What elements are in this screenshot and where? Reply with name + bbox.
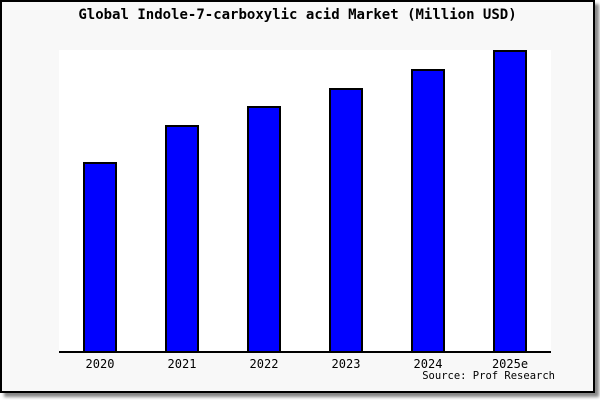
source-text: Source: Prof Research (422, 370, 555, 382)
bar-slot (469, 50, 551, 351)
x-tick-label-2023: 2023 (331, 357, 361, 371)
x-tick-label-2024: 2024 (413, 357, 443, 371)
chart-figure: Global Indole-7-carboxylic acid Market (… (0, 0, 595, 393)
plot-area (59, 50, 551, 353)
x-axis-labels: 2020 2021 2022 2023 2024 2025e (59, 357, 551, 371)
bar-slot (387, 50, 469, 351)
bar-2023 (329, 87, 363, 351)
x-tick-label-2022: 2022 (249, 357, 279, 371)
bar-2024 (411, 68, 445, 351)
chart-title: Global Indole-7-carboxylic acid Market (… (78, 7, 517, 23)
bar-slot (59, 50, 141, 351)
bar-2020 (83, 161, 117, 351)
bar-2021 (165, 124, 199, 351)
bar-slot (305, 50, 387, 351)
x-tick-label-2025e: 2025e (491, 357, 529, 371)
x-tick-label-2020: 2020 (85, 357, 115, 371)
bar-slot (141, 50, 223, 351)
bar-slot (223, 50, 305, 351)
x-tick-label-2021: 2021 (167, 357, 197, 371)
bar-2025e (493, 50, 527, 351)
bar-2022 (247, 106, 281, 351)
